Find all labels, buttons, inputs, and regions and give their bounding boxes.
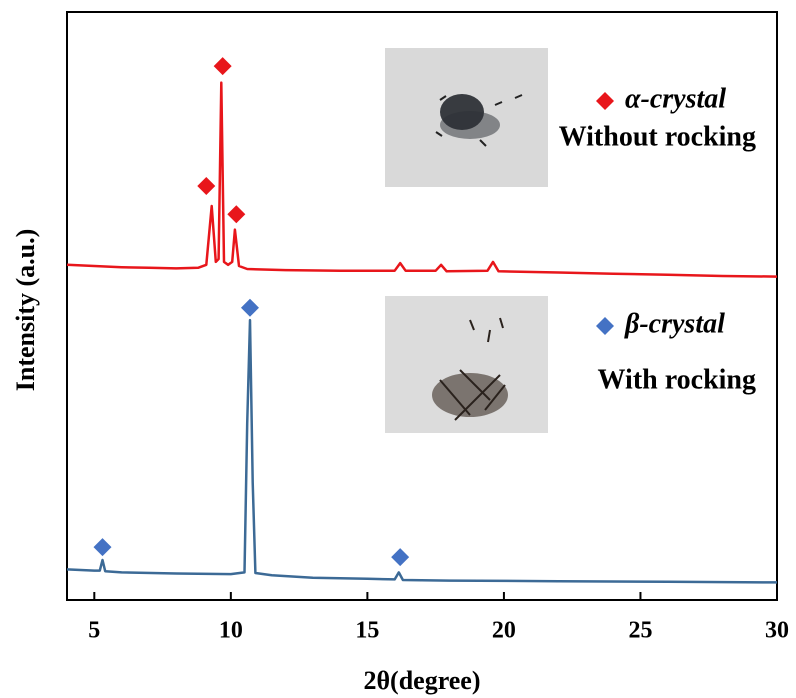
x-axis-label: 2θ(degree) [363, 666, 480, 695]
x-tick-label: 20 [492, 618, 516, 644]
x-tick-label: 30 [765, 618, 789, 644]
peak-marker [93, 538, 112, 557]
legend-note: Without rocking [559, 121, 756, 152]
legend-label: β-crystal [624, 308, 725, 339]
peak-marker [240, 298, 259, 317]
peak-marker [213, 57, 232, 76]
x-tick-label: 5 [88, 618, 100, 644]
legend-label: α-crystal [625, 83, 726, 114]
photo-alpha [385, 48, 548, 187]
legend-note: With rocking [598, 364, 756, 395]
legend-marker [596, 317, 614, 335]
peak-marker [197, 177, 216, 196]
series-line [66, 81, 778, 278]
plot-frame [66, 11, 778, 601]
peak-marker [227, 205, 246, 224]
series-line [66, 318, 778, 584]
photo-beta [385, 296, 548, 433]
legend-marker [596, 92, 614, 110]
x-tick-label: 15 [355, 618, 379, 644]
peak-marker [391, 548, 410, 567]
x-tick-label: 10 [219, 618, 243, 644]
y-axis-label: Intensity (a.u.) [11, 229, 40, 392]
x-tick-label: 25 [628, 618, 652, 644]
